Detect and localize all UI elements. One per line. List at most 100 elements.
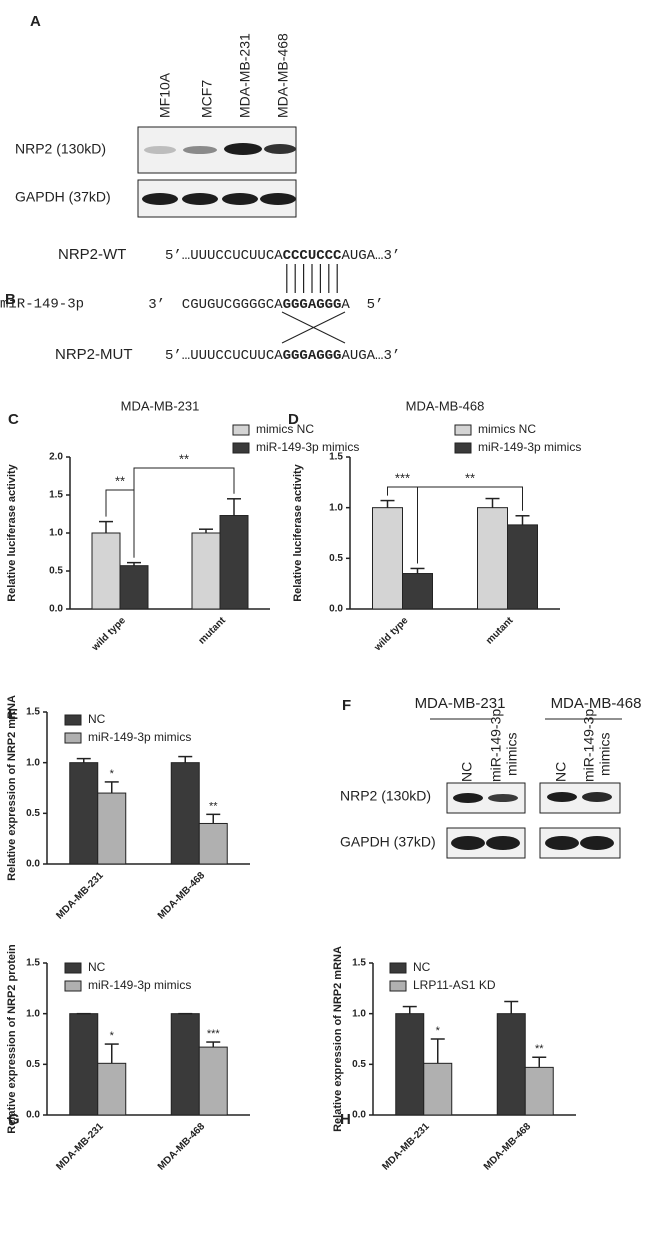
sequence: 5’…UUUCCUCUUCACCCUCCCAUGA…3’ bbox=[165, 248, 400, 264]
significance: ** bbox=[535, 1043, 544, 1055]
y-axis-label: Relative luciferase activity bbox=[6, 463, 18, 601]
bar bbox=[496, 1013, 526, 1116]
y-tick-label: 0.5 bbox=[49, 566, 63, 577]
row-label: GAPDH (37kD) bbox=[15, 189, 111, 205]
y-tick-label: 0.5 bbox=[352, 1059, 366, 1070]
seq-name: miR-149-3p bbox=[0, 297, 84, 313]
row-label: NRP2 (130kD) bbox=[15, 141, 106, 157]
legend-label: mimics NC bbox=[256, 422, 314, 436]
significance: * bbox=[436, 1025, 441, 1037]
seq-site: GGGAGGG bbox=[283, 348, 342, 364]
bar bbox=[91, 532, 121, 610]
seq-name: NRP2-WT bbox=[58, 246, 126, 263]
band bbox=[224, 143, 262, 155]
lane-label: miR-149-3p bbox=[488, 709, 504, 782]
panel-label: C bbox=[8, 411, 19, 428]
lane-label: MDA-MB-468 bbox=[275, 33, 291, 118]
y-tick-label: 1.5 bbox=[329, 452, 343, 463]
x-tick-label: MDA-MB-468 bbox=[156, 1121, 208, 1173]
seq-part: 5’…UUUCCUCUUCA bbox=[165, 248, 283, 264]
band bbox=[486, 836, 520, 850]
y-tick-label: 1.0 bbox=[26, 1008, 40, 1019]
legend-swatch bbox=[389, 980, 407, 992]
band bbox=[144, 146, 176, 154]
lane-label: mimics bbox=[597, 732, 613, 776]
band bbox=[580, 836, 614, 850]
panel-label: D bbox=[288, 411, 299, 428]
lane-label: NC bbox=[553, 762, 569, 782]
band bbox=[453, 793, 483, 803]
bar bbox=[119, 565, 149, 610]
y-axis-label: Relative expression of NRP2 mRNA bbox=[332, 946, 344, 1132]
legend-label: miR-149-3p mimics bbox=[478, 440, 581, 454]
sequence: 3’ CGUGUCGGGGCAGGGAGGGA 5’ bbox=[148, 297, 383, 313]
y-tick-label: 0.0 bbox=[329, 604, 343, 615]
significance: * bbox=[110, 1030, 115, 1042]
legend-label: NC bbox=[88, 712, 106, 726]
legend-label: NC bbox=[413, 960, 431, 974]
bar bbox=[372, 507, 403, 610]
significance: ** bbox=[209, 800, 218, 812]
y-axis-label: Relative expression of NRP2 protein bbox=[6, 944, 18, 1134]
lane-label: NC bbox=[459, 762, 475, 782]
legend-swatch bbox=[64, 714, 82, 726]
lane-label: miR-149-3p bbox=[581, 709, 597, 782]
y-tick-label: 1.0 bbox=[49, 528, 63, 539]
blot bbox=[446, 782, 621, 859]
cross-line bbox=[281, 311, 346, 344]
x-tick-label: MDA-MB-231 bbox=[380, 1121, 432, 1173]
y-tick-label: 0.5 bbox=[329, 553, 343, 564]
y-axis-label: Relative expression of NRP2 mRNA bbox=[6, 695, 18, 881]
significance: *** bbox=[207, 1028, 221, 1040]
bar bbox=[507, 524, 538, 610]
seq-part: 3’ CGUGUCGGGGCA bbox=[148, 297, 283, 313]
band bbox=[182, 193, 218, 205]
legend-swatch bbox=[232, 442, 250, 454]
panel-label: E bbox=[8, 706, 18, 723]
y-tick-label: 0.5 bbox=[26, 1059, 40, 1070]
x-tick-label: MDA-MB-231 bbox=[54, 1121, 106, 1173]
bar bbox=[97, 792, 127, 865]
significance: *** bbox=[395, 470, 410, 485]
y-tick-label: 1.5 bbox=[26, 958, 40, 969]
band bbox=[488, 794, 518, 802]
significance: ** bbox=[179, 451, 189, 466]
chart-title: MDA-MB-468 bbox=[406, 398, 485, 413]
bar bbox=[423, 1062, 453, 1116]
bar bbox=[219, 515, 249, 610]
y-tick-label: 1.5 bbox=[352, 958, 366, 969]
bar bbox=[198, 822, 228, 865]
seq-part: AUGA…3’ bbox=[341, 348, 400, 364]
group-label: MDA-MB-231 bbox=[415, 695, 506, 712]
seq-site: GGGAGGG bbox=[283, 297, 342, 313]
legend-label: mimics NC bbox=[478, 422, 536, 436]
legend-swatch bbox=[454, 442, 472, 454]
band bbox=[547, 792, 577, 802]
bar bbox=[477, 507, 508, 610]
lane-label: MF10A bbox=[157, 72, 173, 118]
band bbox=[545, 836, 579, 850]
legend-label: miR-149-3p mimics bbox=[256, 440, 359, 454]
bar bbox=[191, 532, 221, 610]
y-tick-label: 0.0 bbox=[49, 604, 63, 615]
y-tick-label: 2.0 bbox=[49, 452, 63, 463]
legend-label: NC bbox=[88, 960, 106, 974]
x-tick-label: wild type bbox=[372, 615, 411, 654]
legend-swatch bbox=[64, 962, 82, 974]
seq-part: A 5’ bbox=[341, 297, 383, 313]
y-tick-label: 1.5 bbox=[49, 490, 63, 501]
panel-label: H bbox=[340, 1111, 351, 1128]
lane-label: MDA-MB-231 bbox=[237, 33, 253, 118]
x-tick-label: MDA-MB-468 bbox=[482, 1121, 534, 1173]
y-tick-label: 0.5 bbox=[26, 808, 40, 819]
y-tick-label: 0.0 bbox=[26, 1110, 40, 1121]
lane-label: mimics bbox=[504, 732, 520, 776]
x-tick-label: wild type bbox=[89, 615, 128, 654]
seq-site: CCCUCCC bbox=[283, 248, 342, 264]
legend-swatch bbox=[232, 424, 250, 436]
y-tick-label: 0.0 bbox=[352, 1110, 366, 1121]
x-tick-label: MDA-MB-468 bbox=[156, 870, 208, 922]
group-label: MDA-MB-468 bbox=[551, 695, 642, 712]
legend-label: miR-149-3p mimics bbox=[88, 730, 191, 744]
seq-part: AUGA…3’ bbox=[341, 248, 400, 264]
